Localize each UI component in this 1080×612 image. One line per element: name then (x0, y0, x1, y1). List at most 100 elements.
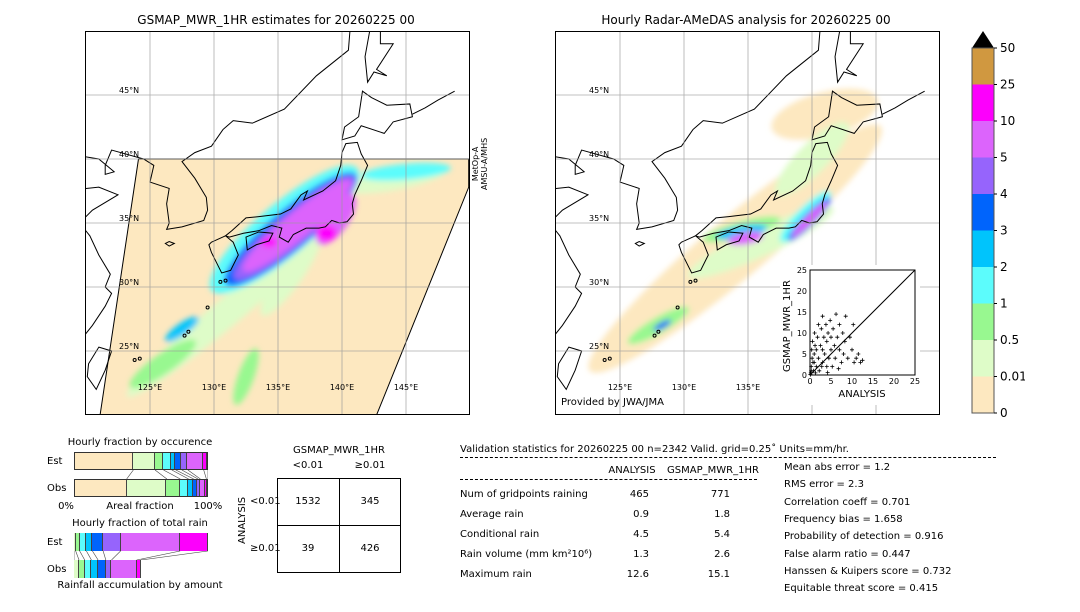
fraction-segment (111, 560, 137, 578)
rain-est-label: Est (47, 537, 63, 548)
island (186, 329, 191, 334)
scatter-point (819, 364, 824, 369)
diagonal-line (809, 269, 916, 376)
left-map-title: GSMAP_MWR_1HR estimates for 20260225 00 (137, 13, 415, 27)
connector-line (154, 470, 168, 479)
colorbar-segment (972, 303, 994, 340)
connector-line (163, 470, 181, 479)
connector-line (140, 551, 208, 560)
fraction-segment (91, 560, 99, 578)
connector-line (102, 551, 107, 560)
fraction-segment (75, 480, 127, 496)
scatter-point (820, 360, 825, 365)
scatter-point (850, 347, 854, 352)
scatter-point (837, 322, 842, 327)
scatter-point (814, 364, 819, 369)
scatter-point (836, 366, 841, 371)
lat-label: 25°N (589, 342, 609, 351)
rain-2-3 (715, 224, 768, 240)
scatter-point (834, 312, 839, 317)
fraction-segment (197, 480, 200, 496)
x-tick-label: 5 (828, 377, 833, 386)
scatter-point (828, 318, 833, 323)
colorbar-label: 0 (1000, 406, 1008, 418)
cell-ge-lt: 39 (301, 543, 315, 554)
fraction-segment (199, 480, 206, 496)
scatter-point (818, 343, 823, 348)
scatter-point (858, 360, 863, 365)
y-tick-label: 25 (797, 266, 807, 275)
fraction-segment (180, 533, 208, 551)
scatter-point (816, 356, 821, 361)
scatter-point (813, 370, 818, 375)
coastline-hokkaido (811, 90, 883, 141)
scatter-point (812, 352, 817, 356)
stat-label: Num of gridpoints raining (460, 489, 588, 500)
colorbar-label: 4 (1000, 187, 1008, 201)
scatter-point (843, 314, 848, 319)
fraction-segment (79, 560, 85, 578)
fraction-segment (103, 533, 121, 551)
fraction-segment (74, 533, 76, 551)
x-tick-label: 10 (847, 377, 857, 386)
scatter-point (829, 347, 833, 352)
col-analysis: ANALYSIS (608, 465, 656, 476)
coastline-kyushu (208, 235, 239, 274)
scatter-point (826, 331, 831, 335)
rain-moderate (233, 348, 259, 405)
data-credit: Provided by JWA/JMA (561, 397, 664, 408)
y-tick-label: 5 (802, 350, 807, 359)
scatter-point (847, 335, 852, 340)
occurrence-est-bar (74, 452, 208, 470)
colorbar-label: 1 (1000, 297, 1008, 311)
coastline-jeju (634, 241, 646, 247)
island (652, 333, 657, 338)
scatter-point (845, 356, 850, 361)
contingency-row-title: ANALYSIS (237, 496, 248, 544)
lat-label: 40°N (589, 150, 609, 159)
scatter-point (809, 347, 814, 352)
island (182, 333, 187, 338)
rain-2-3 (165, 316, 199, 342)
scatter-point (809, 368, 814, 373)
island (688, 279, 693, 284)
colorbar-segment (972, 157, 994, 194)
scatter-plot: 00 5 5 10 10 15 15 20 20 25 25 (797, 266, 920, 386)
lon-label: 130°E (672, 383, 696, 392)
score-line: Hanssen & Kuipers score = 0.732 (784, 565, 952, 577)
stats-divider (460, 457, 996, 458)
fraction-segment (192, 480, 198, 496)
coastline-continent (86, 32, 351, 231)
lat-label: 25°N (119, 342, 139, 351)
scatter-point (821, 335, 826, 340)
fraction-segment (120, 533, 181, 551)
coastline-shandong (556, 186, 590, 335)
colorbar-label: 5 (1000, 151, 1008, 165)
scatter-point (831, 326, 836, 331)
x-tick-label: 15 (868, 377, 878, 386)
stat-analysis-value: 465 (629, 489, 649, 500)
scatter-point (840, 331, 845, 335)
score-line: RMS error = 2.3 (784, 479, 864, 491)
occurrence-obs-bar (74, 479, 208, 497)
coastline-kuril (882, 90, 925, 115)
stat-label: Average rain (460, 509, 524, 520)
score-line: Frequency bias = 1.658 (784, 513, 903, 525)
scatter-point (842, 339, 847, 344)
coastline-shikoku (715, 231, 744, 251)
scatter-point (820, 347, 825, 352)
coastline-taiwan (556, 346, 583, 391)
scatter-point (819, 326, 824, 331)
connector-line (187, 470, 201, 479)
scatter-point (822, 352, 827, 356)
rain-10-25 (316, 225, 337, 242)
y-tick-label: 15 (797, 308, 807, 317)
coastline-shandong (86, 186, 120, 335)
rain-5-10 (791, 201, 828, 238)
rain-field (588, 88, 883, 373)
lon-label: 135°E (266, 383, 290, 392)
island (607, 356, 612, 361)
colorbar-label: 50 (1000, 41, 1015, 55)
scatter-point (856, 352, 861, 356)
rain-light (260, 232, 322, 316)
